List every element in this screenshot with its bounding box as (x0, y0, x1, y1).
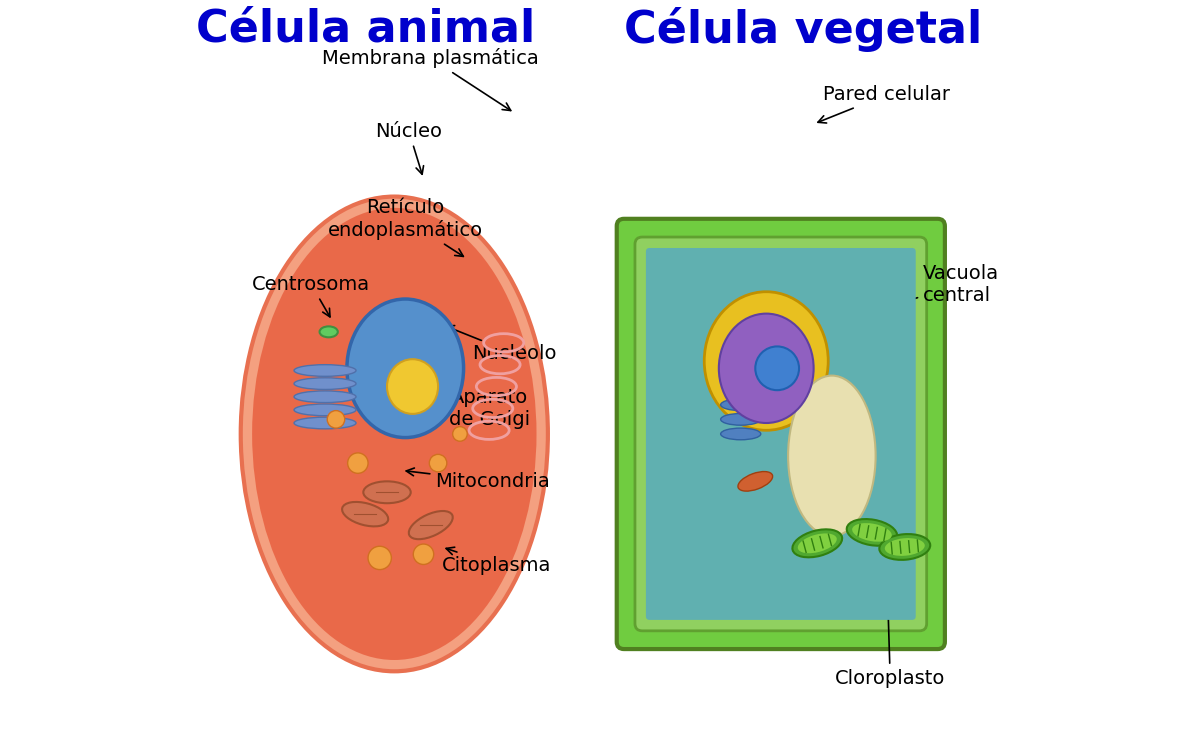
Ellipse shape (737, 472, 772, 491)
Ellipse shape (788, 376, 876, 536)
Ellipse shape (880, 534, 930, 560)
Ellipse shape (342, 502, 388, 526)
Ellipse shape (253, 208, 536, 660)
Ellipse shape (294, 417, 356, 429)
Ellipse shape (846, 519, 898, 545)
Text: Citoplasma: Citoplasma (442, 547, 551, 574)
Ellipse shape (387, 359, 438, 414)
Circle shape (347, 453, 367, 473)
Text: Aparato
de Golgi: Aparato de Golgi (377, 375, 530, 429)
FancyBboxPatch shape (634, 237, 926, 631)
Ellipse shape (241, 197, 548, 672)
Text: Núcleo: Núcleo (376, 122, 443, 175)
Ellipse shape (320, 326, 338, 337)
Ellipse shape (721, 399, 761, 411)
Ellipse shape (797, 533, 837, 554)
Ellipse shape (294, 404, 356, 415)
Text: Nucleolo: Nucleolo (446, 325, 557, 363)
Ellipse shape (721, 414, 761, 425)
Text: Nucleolo: Nucleolo (658, 344, 761, 363)
Text: Célula animal: Célula animal (195, 7, 535, 51)
FancyBboxPatch shape (616, 218, 944, 649)
Ellipse shape (852, 523, 892, 542)
Ellipse shape (792, 529, 843, 557)
Circle shape (755, 346, 800, 390)
Text: Célula vegetal: Célula vegetal (624, 7, 982, 52)
Ellipse shape (294, 377, 356, 389)
Text: Vacuola
central: Vacuola central (906, 264, 999, 305)
Ellipse shape (704, 292, 828, 430)
Text: Cloroplasto: Cloroplasto (836, 566, 946, 688)
Text: Membrana plasmática: Membrana plasmática (322, 48, 539, 111)
Ellipse shape (885, 538, 925, 556)
Ellipse shape (721, 428, 761, 440)
Ellipse shape (719, 314, 814, 423)
Text: Mitocondria: Mitocondria (406, 468, 551, 491)
Circle shape (452, 426, 467, 441)
Circle shape (430, 455, 446, 472)
Circle shape (413, 544, 433, 565)
Ellipse shape (294, 365, 356, 376)
Text: Pared celular: Pared celular (818, 85, 950, 123)
Ellipse shape (347, 299, 463, 438)
Circle shape (367, 546, 391, 570)
Circle shape (327, 411, 345, 428)
FancyBboxPatch shape (646, 248, 916, 620)
Ellipse shape (364, 481, 411, 503)
Ellipse shape (294, 391, 356, 403)
Text: Centrosoma: Centrosoma (253, 275, 370, 317)
Text: Retículo
endoplasmático: Retículo endoplasmático (328, 198, 482, 256)
Ellipse shape (409, 511, 452, 539)
